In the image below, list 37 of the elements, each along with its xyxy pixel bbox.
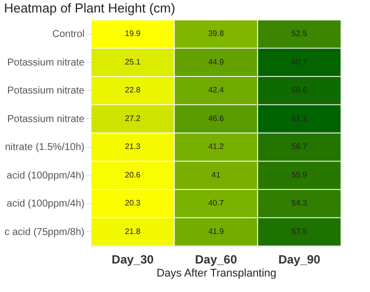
y-tick-label: Potassium nitrate	[7, 86, 85, 97]
y-tick-label: acid (100ppm/4h)	[6, 198, 84, 210]
data-label: 60.7	[292, 57, 308, 66]
data-label: 54.3	[292, 198, 308, 208]
x-tick-label: Day_60	[194, 252, 238, 266]
data-label: 61.1	[292, 114, 308, 123]
data-label: 20.3	[124, 198, 141, 208]
data-label: 44.9	[208, 57, 224, 66]
data-label: 40.7	[208, 198, 224, 208]
y-tick-label: Control	[52, 29, 84, 40]
chart-title: Heatmap of Plant Height (cm)	[4, 0, 176, 16]
data-label: 20.6	[124, 170, 141, 180]
y-tick-label: nitrate (1.5%/10h)	[5, 142, 84, 154]
data-label: 19.9	[124, 29, 141, 38]
x-axis-title: Days After Transplanting	[156, 268, 276, 280]
data-label: 41	[212, 170, 221, 180]
y-tick-label: Potassium nitrate	[7, 114, 85, 125]
y-tick-label: Potassium nitrate	[7, 57, 85, 68]
data-label: 56.7	[292, 142, 308, 152]
x-tick-label: Day_90	[278, 252, 321, 266]
x-tick-label: Day_30	[112, 252, 154, 266]
data-label: 39.8	[208, 29, 224, 38]
data-label: 41.9	[208, 226, 224, 236]
data-label: 57.5	[292, 226, 308, 236]
y-tick-label: c acid (75ppm/8h)	[4, 226, 84, 238]
data-label: 27.2	[124, 114, 141, 123]
data-label: 52.5	[292, 29, 308, 38]
data-label: 42.4	[208, 86, 224, 95]
data-label: 59.6	[292, 86, 308, 95]
data-label: 25.1	[124, 57, 141, 66]
y-tick-label: acid (100ppm/4h)	[6, 170, 84, 182]
data-label: 21.8	[124, 226, 141, 236]
data-label: 41.2	[208, 142, 224, 152]
data-label: 55.9	[292, 170, 308, 180]
data-label: 21.3	[124, 142, 141, 152]
data-label: 46.6	[208, 114, 224, 123]
data-label: 22.8	[124, 86, 141, 95]
